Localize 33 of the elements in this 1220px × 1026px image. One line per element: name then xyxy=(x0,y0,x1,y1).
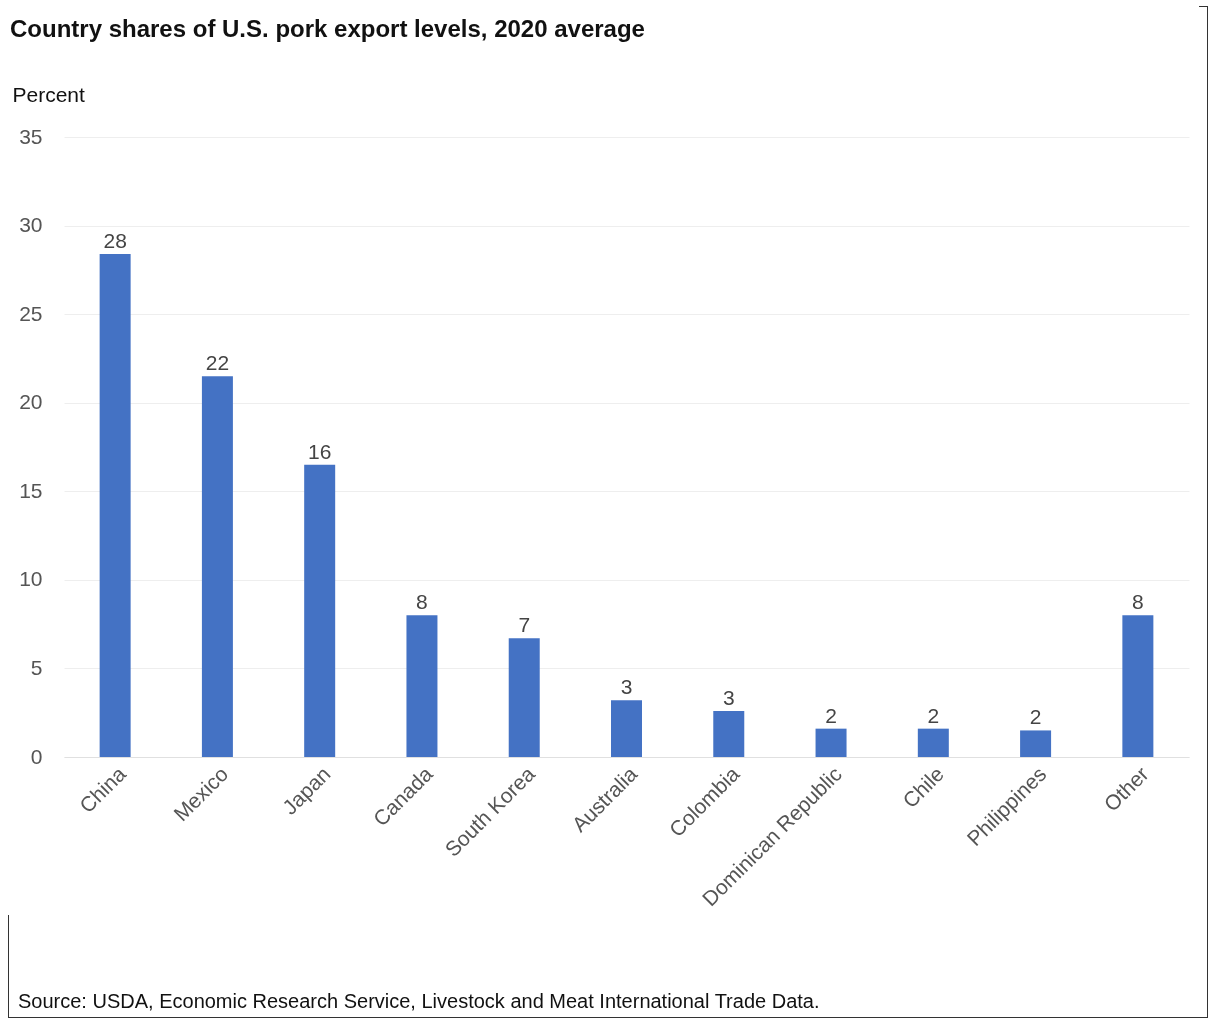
bar xyxy=(1122,615,1154,757)
bar xyxy=(304,464,336,757)
data-label: 28 xyxy=(103,228,127,252)
y-tick-label: 25 xyxy=(19,301,43,325)
bar xyxy=(1020,730,1052,757)
y-tick-label: 5 xyxy=(30,655,43,679)
bar xyxy=(713,710,745,757)
data-label: 8 xyxy=(416,590,428,614)
chart-title: Country shares of U.S. pork export levels, 2020 average xyxy=(10,15,645,42)
data-label: 22 xyxy=(205,351,230,375)
data-label: 7 xyxy=(518,613,531,637)
y-tick-label: 10 xyxy=(19,567,43,591)
bar xyxy=(611,700,642,757)
bar xyxy=(201,376,233,757)
y-tick-label: 30 xyxy=(19,213,43,237)
data-label: 8 xyxy=(1132,590,1144,614)
data-label: 2 xyxy=(1029,705,1042,729)
data-label: 16 xyxy=(308,439,332,463)
data-label: 3 xyxy=(722,685,735,709)
bar xyxy=(406,615,438,757)
bar xyxy=(815,728,847,757)
y-tick-label: 20 xyxy=(19,390,43,414)
bar xyxy=(508,638,540,757)
y-tick-label: 15 xyxy=(19,478,43,502)
source-note: Source: USDA, Economic Research Service, Livestock and Meat International Trade Data. xyxy=(18,990,820,1013)
bar xyxy=(917,728,949,757)
data-label: 3 xyxy=(620,675,633,699)
data-label: 2 xyxy=(825,703,837,727)
data-label: 2 xyxy=(927,703,940,727)
y-tick-label: 0 xyxy=(30,744,43,768)
y-tick-label: 35 xyxy=(19,124,43,148)
y-axis-title: Percent xyxy=(12,82,86,106)
bar xyxy=(99,253,131,757)
